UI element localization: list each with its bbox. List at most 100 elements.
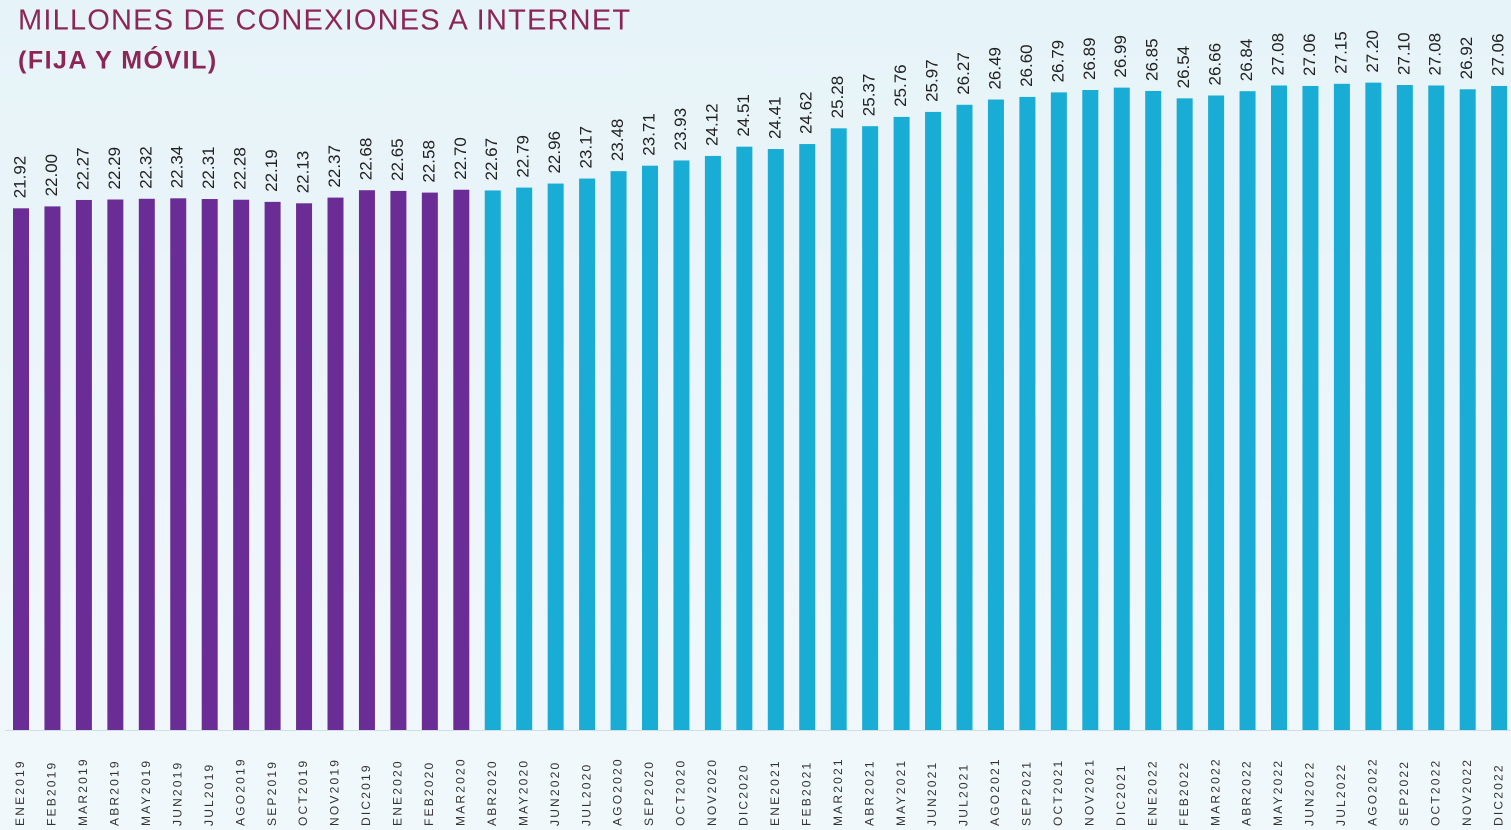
x-tick-label: DIC2019 [359, 763, 373, 826]
value-label: 21.92 [10, 156, 29, 199]
value-label: 22.37 [325, 145, 344, 188]
bar [799, 144, 816, 730]
x-tick-label: DIC2020 [737, 763, 751, 826]
x-tick-label: OCT2020 [674, 759, 688, 826]
value-label: 23.71 [639, 113, 658, 156]
value-label: 24.12 [702, 103, 721, 146]
bar [201, 199, 218, 731]
bar [44, 206, 61, 730]
x-tick-label: ABR2019 [108, 759, 122, 826]
bar [830, 128, 847, 730]
value-label: 26.49 [985, 47, 1004, 90]
value-label: 22.19 [262, 149, 281, 192]
bar [610, 171, 627, 730]
bar [1050, 92, 1067, 730]
value-label: 27.15 [1331, 31, 1350, 74]
x-tick-label: AGO2020 [611, 757, 625, 826]
bar [1113, 87, 1130, 730]
value-label: 26.60 [1017, 44, 1036, 87]
value-label: 27.20 [1363, 30, 1382, 73]
bar [264, 201, 281, 731]
bar [862, 126, 879, 731]
value-label: 24.41 [765, 96, 784, 139]
value-label: 22.67 [482, 138, 501, 181]
value-label: 22.70 [451, 137, 470, 180]
bar [673, 160, 690, 730]
bar [453, 189, 470, 731]
bar [327, 197, 344, 730]
value-label: 22.29 [105, 147, 124, 190]
x-tick-label: MAR2021 [831, 757, 845, 826]
x-tick-label: SEP2021 [1020, 760, 1034, 826]
bar [75, 199, 92, 730]
x-tick-label: NOV2019 [328, 758, 342, 826]
x-tick-label: SEP2020 [642, 760, 656, 826]
value-label: 22.58 [419, 140, 438, 183]
bar [925, 111, 942, 730]
value-label: 22.79 [514, 135, 533, 178]
x-tick-label: MAR2020 [453, 757, 467, 826]
value-label: 22.00 [42, 154, 61, 197]
value-label: 27.08 [1426, 33, 1445, 76]
bar [1491, 85, 1508, 731]
x-tick-label: SEP2022 [1397, 760, 1411, 826]
bar [987, 99, 1004, 730]
bar [107, 199, 124, 731]
x-tick-label: FEB2019 [45, 761, 59, 826]
x-tick-label: JUN2020 [548, 761, 562, 826]
value-label: 23.93 [671, 108, 690, 151]
value-label: 22.27 [73, 147, 92, 190]
bar [170, 198, 187, 731]
value-label: 22.96 [545, 131, 564, 174]
bar [1019, 96, 1036, 731]
x-tick-label: MAR2019 [76, 757, 90, 826]
bar [1239, 91, 1256, 730]
x-tick-label: DIC2022 [1491, 763, 1505, 826]
value-label: 22.65 [388, 138, 407, 181]
x-tick-label: JUL2022 [1334, 763, 1348, 826]
bar [1208, 95, 1225, 730]
x-tick-label: ENE2021 [768, 759, 782, 826]
x-tick-label: OCT2021 [1051, 759, 1065, 826]
value-label: 22.34 [168, 146, 187, 189]
bar [484, 190, 501, 731]
x-tick-label: DIC2021 [1114, 763, 1128, 826]
value-label: 25.28 [828, 76, 847, 119]
value-label: 26.66 [1206, 43, 1225, 86]
value-label: 26.89 [1080, 37, 1099, 80]
value-label: 27.06 [1489, 33, 1508, 76]
bar [1145, 90, 1162, 731]
bar [767, 149, 784, 731]
value-label: 25.97 [923, 59, 942, 102]
x-tick-label: ABR2021 [862, 759, 876, 826]
bar [1428, 85, 1445, 731]
x-tick-label: OCT2022 [1428, 759, 1442, 826]
x-tick-label: OCT2019 [296, 759, 310, 826]
x-tick-label: ABR2020 [485, 759, 499, 826]
value-label: 26.79 [1048, 40, 1067, 83]
value-label: 22.32 [136, 146, 155, 189]
x-tick-label: AGO2021 [988, 757, 1002, 826]
x-tick-label: ABR2022 [1240, 759, 1254, 826]
x-tick-label: ENE2022 [1145, 759, 1159, 826]
x-tick-label: FEB2020 [422, 761, 436, 826]
bar [233, 199, 250, 731]
bar [893, 116, 910, 731]
x-tick-label: JUL2020 [579, 763, 593, 826]
bar [390, 190, 407, 730]
bar [1176, 98, 1193, 730]
x-tick-label: AGO2019 [233, 757, 247, 826]
bar [358, 190, 375, 730]
x-tick-label: FEB2022 [1177, 761, 1191, 826]
value-label: 26.27 [954, 52, 973, 95]
chart-title: MILLONES DE CONEXIONES A INTERNET [18, 5, 631, 37]
value-label: 22.28 [231, 147, 250, 190]
x-tick-label: MAR2022 [1208, 757, 1222, 826]
x-tick-label: MAY2021 [894, 759, 908, 826]
bar [642, 165, 658, 730]
value-label: 26.85 [1143, 38, 1162, 81]
value-label: 27.08 [1268, 33, 1287, 76]
bar [1333, 83, 1350, 730]
x-tick-label: SEP2019 [265, 760, 279, 826]
